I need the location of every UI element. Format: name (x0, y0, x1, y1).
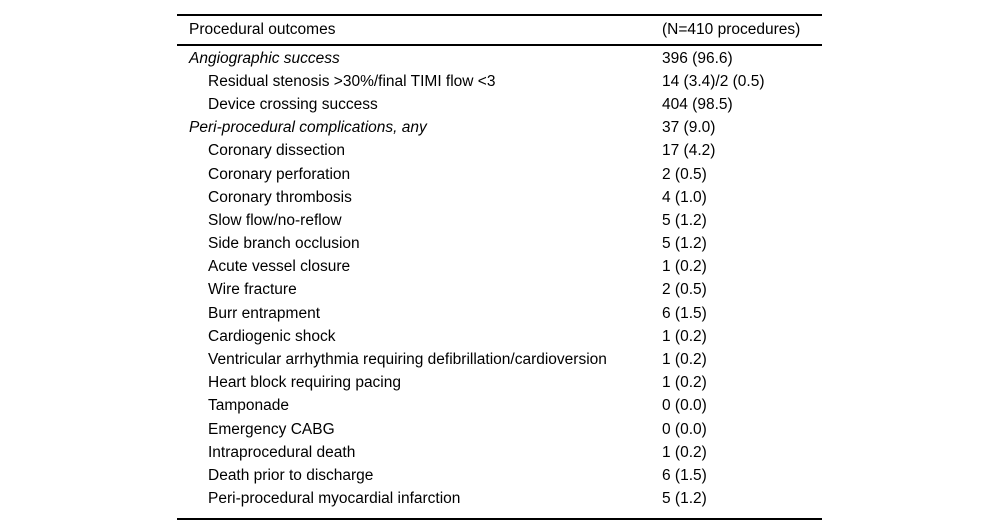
row-label: Intraprocedural death (208, 443, 356, 461)
row-value: 1 (0.2) (662, 443, 707, 461)
row-value: 6 (1.5) (662, 304, 707, 322)
row-label: Burr entrapment (208, 304, 320, 322)
row-value: 5 (1.2) (662, 235, 707, 253)
row-label: Peri-procedural myocardial infarction (208, 490, 461, 508)
row-label: Side branch occlusion (208, 235, 360, 253)
table-row: Cardiogenic shock 1 (0.2) (177, 325, 822, 348)
table-row: Emergency CABG 0 (0.0) (177, 418, 822, 441)
row-label: Angiographic success (189, 49, 340, 67)
row-label: Emergency CABG (208, 420, 335, 438)
table-row: Residual stenosis >30%/final TIMI flow <… (177, 70, 822, 93)
row-value: 37 (9.0) (662, 119, 716, 137)
row-label: Coronary dissection (208, 142, 345, 160)
table-row: Acute vessel closure 1 (0.2) (177, 256, 822, 279)
table-row: Peri-procedural complications, any 37 (9.… (177, 117, 822, 140)
table-row: Heart block requiring pacing 1 (0.2) (177, 372, 822, 395)
row-value: 1 (0.2) (662, 374, 707, 392)
row-label: Death prior to discharge (208, 466, 374, 484)
table-row: Ventricular arrhythmia requiring defibri… (177, 348, 822, 371)
row-label: Slow flow/no-reflow (208, 211, 342, 229)
row-label: Heart block requiring pacing (208, 374, 401, 392)
row-label: Acute vessel closure (208, 258, 351, 276)
row-label: Device crossing success (208, 95, 378, 113)
table-row: Death prior to discharge 6 (1.5) (177, 464, 822, 487)
row-value: 14 (3.4)/2 (0.5) (662, 72, 765, 90)
row-label: Wire fracture (208, 281, 297, 299)
row-value: 5 (1.2) (662, 490, 707, 508)
row-label: Coronary perforation (208, 165, 351, 183)
procedural-outcomes-table: Procedural outcomes (N=410 procedures) A… (177, 14, 822, 520)
table-row: Tamponade 0 (0.0) (177, 395, 822, 418)
row-value: 2 (0.5) (662, 165, 707, 183)
row-value: 0 (0.0) (662, 397, 707, 415)
row-label: Peri-procedural complications, any (189, 119, 427, 137)
row-value: 1 (0.2) (662, 258, 707, 276)
row-value: 5 (1.2) (662, 211, 707, 229)
table-row: Peri-procedural myocardial infarction 5 (… (177, 488, 822, 511)
row-value: 4 (1.0) (662, 188, 707, 206)
table-row: Slow flow/no-reflow 5 (1.2) (177, 209, 822, 232)
row-value: 1 (0.2) (662, 327, 707, 345)
table-row: Device crossing success 404 (98.5) (177, 93, 822, 116)
row-value: 6 (1.5) (662, 466, 707, 484)
table-row: Coronary dissection 17 (4.2) (177, 140, 822, 163)
table-header-count: (N=410 procedures) (662, 21, 801, 38)
table-row: Wire fracture 2 (0.5) (177, 279, 822, 302)
row-value: 396 (96.6) (662, 49, 733, 67)
table-row: Burr entrapment 6 (1.5) (177, 302, 822, 325)
row-label: Residual stenosis >30%/final TIMI flow <… (208, 72, 496, 90)
table-row: Coronary perforation 2 (0.5) (177, 163, 822, 186)
table-row: Intraprocedural death 1 (0.2) (177, 441, 822, 464)
row-value: 2 (0.5) (662, 281, 707, 299)
row-value: 17 (4.2) (662, 142, 716, 160)
table-row: Coronary thrombosis 4 (1.0) (177, 186, 822, 209)
row-label: Coronary thrombosis (208, 188, 352, 206)
row-value: 0 (0.0) (662, 420, 707, 438)
table-row: Angiographic success 396 (96.6) (177, 47, 822, 70)
row-label: Ventricular arrhythmia requiring defibri… (208, 351, 607, 369)
row-label: Tamponade (208, 397, 290, 415)
row-label: Cardiogenic shock (208, 327, 336, 345)
row-value: 404 (98.5) (662, 95, 733, 113)
table-body: Angiographic success 396 (96.6) Residual s… (177, 46, 822, 518)
table-header-label: Procedural outcomes (189, 21, 336, 38)
table-header-row: Procedural outcomes (N=410 procedures) (177, 16, 822, 46)
row-value: 1 (0.2) (662, 351, 707, 369)
table-row: Side branch occlusion 5 (1.2) (177, 233, 822, 256)
